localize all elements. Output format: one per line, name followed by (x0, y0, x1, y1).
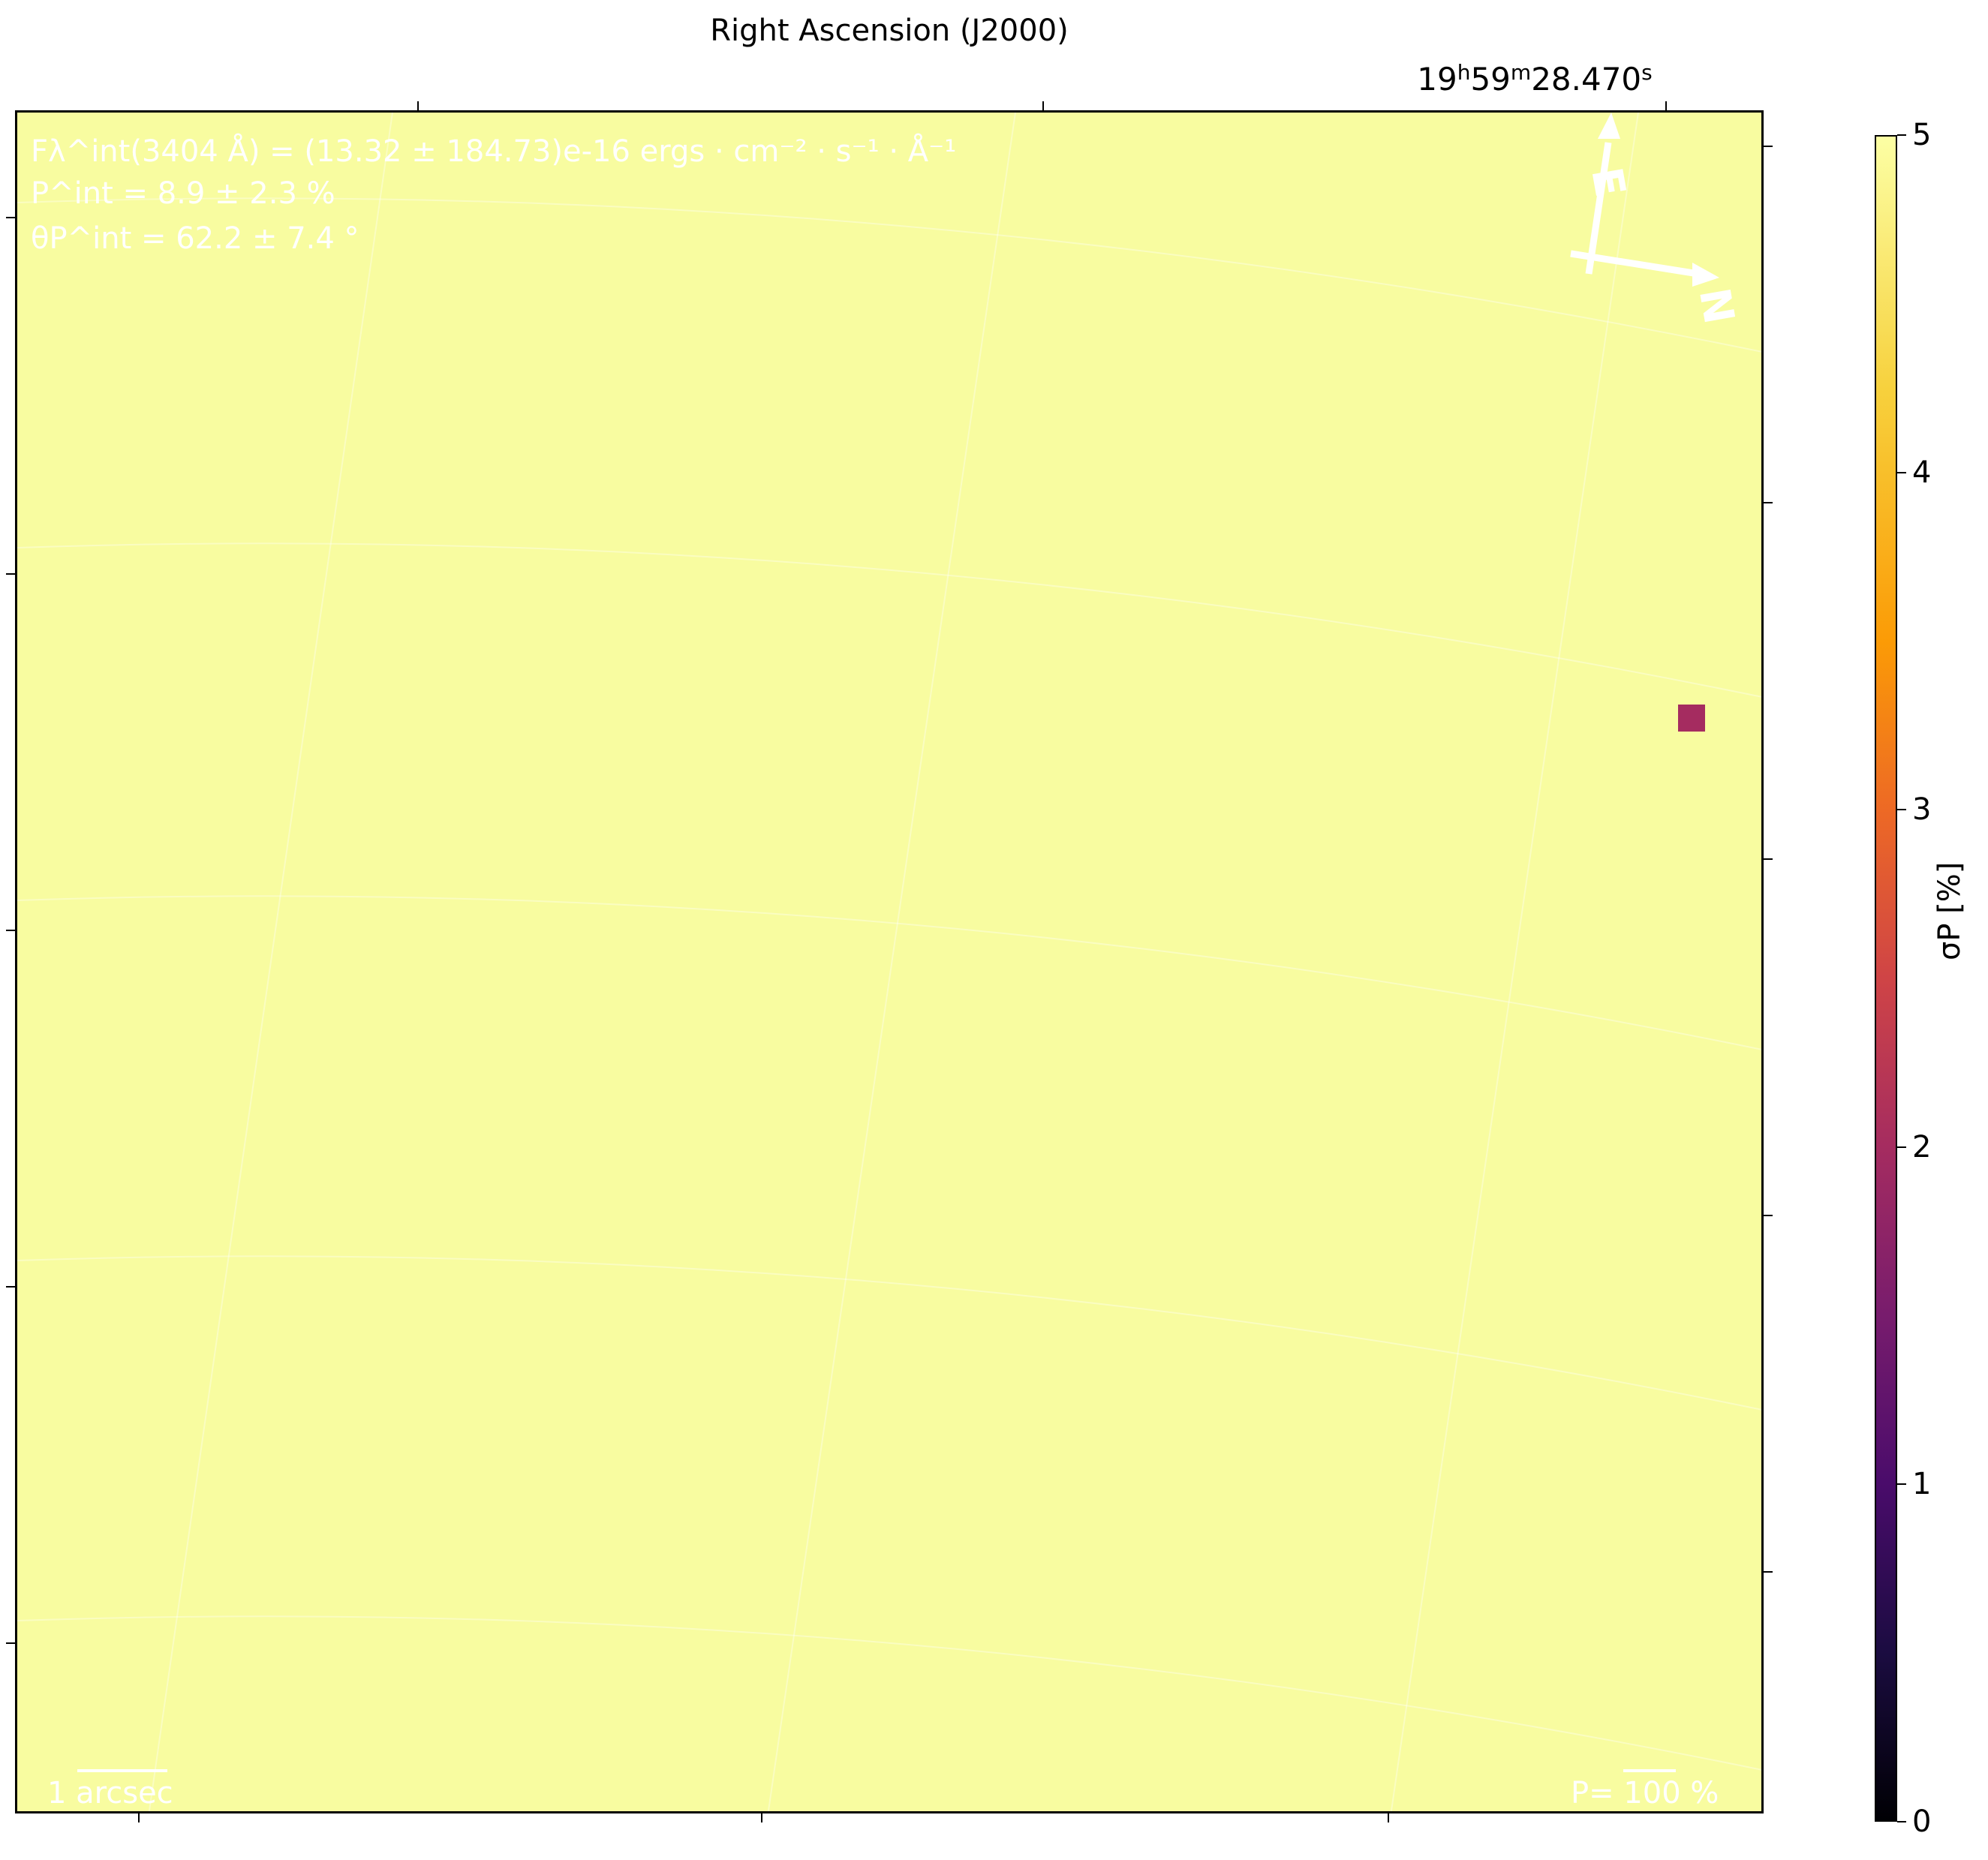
colorbar-tick (1897, 1821, 1906, 1822)
coordinate-grid (17, 113, 1761, 1811)
map-canvas (17, 113, 1761, 1811)
colorbar-tick (1897, 1483, 1906, 1486)
colorbar-tick (1897, 471, 1906, 473)
ra-tick-label: 19h59m28.470s (1417, 60, 1653, 98)
ra-hours: 19 (1417, 61, 1457, 98)
colorbar-label: σP [%] (1932, 861, 1967, 960)
compass-icon (1570, 113, 1719, 287)
colorbar-tick (1897, 809, 1906, 811)
colorbar-tick (1897, 1146, 1906, 1148)
colorbar-tick-label: 3 (1912, 792, 1932, 828)
x-axis-title: Right Ascension (J2000) (710, 14, 1069, 48)
map-plot-area: Fλ^int(3404 Å) = (13.32 ± 184.73)e-16 er… (15, 110, 1764, 1813)
pol-scale-label: P= 100 % (1571, 1776, 1719, 1810)
scale-bar-label: 1 arcsec (47, 1776, 173, 1810)
colorbar-tick-label: 1 (1912, 1467, 1932, 1502)
colorbar-tick-label: 0 (1912, 1804, 1932, 1839)
highlight-pixel (1678, 705, 1705, 732)
colorbar-tick-label: 5 (1912, 118, 1932, 152)
colorbar-tick-label: 4 (1912, 455, 1932, 490)
flux-annotation: Fλ^int(3404 Å) = (13.32 ± 184.73)e-16 er… (31, 134, 957, 169)
pol-annotation: P^int = 8.9 ± 2.3 % (31, 176, 335, 211)
colorbar-tick-label: 2 (1912, 1129, 1932, 1164)
colorbar-tick (1897, 134, 1906, 136)
angle-annotation: θP^int = 62.2 ± 7.4 ° (31, 221, 359, 256)
ra-seconds: 28.470 (1531, 61, 1642, 98)
colorbar (1875, 135, 1897, 1822)
ra-minutes: 59 (1470, 61, 1511, 98)
